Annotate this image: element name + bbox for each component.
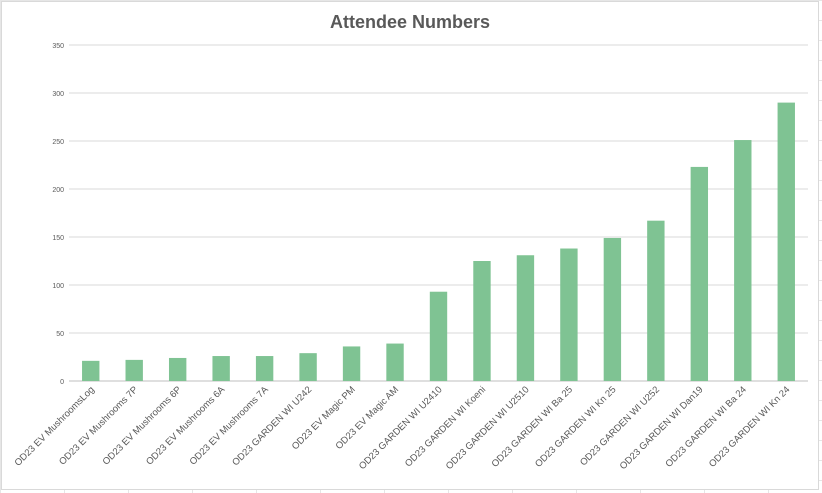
x-tick-label: OD23 EV Mushrooms 7P xyxy=(57,384,140,467)
bar xyxy=(386,343,404,381)
bar xyxy=(690,166,709,381)
bar xyxy=(560,248,578,381)
x-tick-label: OD23 GARDEN WI U2510 xyxy=(444,384,532,472)
x-tick-label: OD23 EV MushroomsLog xyxy=(13,384,97,468)
x-tick-label: OD23 GARDEN WI Kn 24 xyxy=(707,384,792,469)
y-tick-label: 100 xyxy=(52,283,64,290)
bar xyxy=(82,360,100,381)
y-tick-label: 0 xyxy=(60,379,64,386)
chart-title: Attendee Numbers xyxy=(329,12,491,32)
bar xyxy=(777,102,795,381)
y-tick-label: 200 xyxy=(52,187,64,194)
x-tick-label: OD23 GARDEN WI Kn 25 xyxy=(533,384,618,469)
y-tick-label: 350 xyxy=(52,43,64,50)
bar xyxy=(647,220,665,381)
bar xyxy=(125,359,143,381)
x-tick-label: OD23 EV Mushrooms 7A xyxy=(188,384,272,468)
bar xyxy=(516,255,535,381)
bar xyxy=(255,356,274,381)
bar xyxy=(342,346,361,381)
x-tick-label: OD23 GARDEN WI U252 xyxy=(578,384,662,468)
bar xyxy=(212,356,230,381)
bar xyxy=(473,261,491,381)
y-tick-label: 50 xyxy=(56,331,64,338)
x-tick-label: OD23 EV Mushrooms 6P xyxy=(101,384,184,467)
y-tick-label: 300 xyxy=(52,91,64,98)
bar xyxy=(734,140,752,381)
bar xyxy=(299,353,317,381)
y-tick-label: 150 xyxy=(52,235,64,242)
bar xyxy=(168,357,187,381)
x-tick-label: OD23 GARDEN WI U242 xyxy=(230,384,314,468)
x-tick-label: OD23 GARDEN WI Ba 24 xyxy=(663,384,748,469)
y-tick-label: 250 xyxy=(52,139,64,146)
x-tick-label: OD23 GARDEN WI Dan19 xyxy=(618,384,706,472)
x-tick-label: OD23 EV Mushrooms 6A xyxy=(144,384,228,468)
bar xyxy=(603,237,622,381)
bar xyxy=(429,291,448,381)
x-tick-label: OD23 GARDEN WI Koeni xyxy=(403,384,488,469)
x-tick-label: OD23 GARDEN WI U2410 xyxy=(357,384,445,472)
x-tick-label: OD23 GARDEN WI Ba 25 xyxy=(490,384,575,469)
